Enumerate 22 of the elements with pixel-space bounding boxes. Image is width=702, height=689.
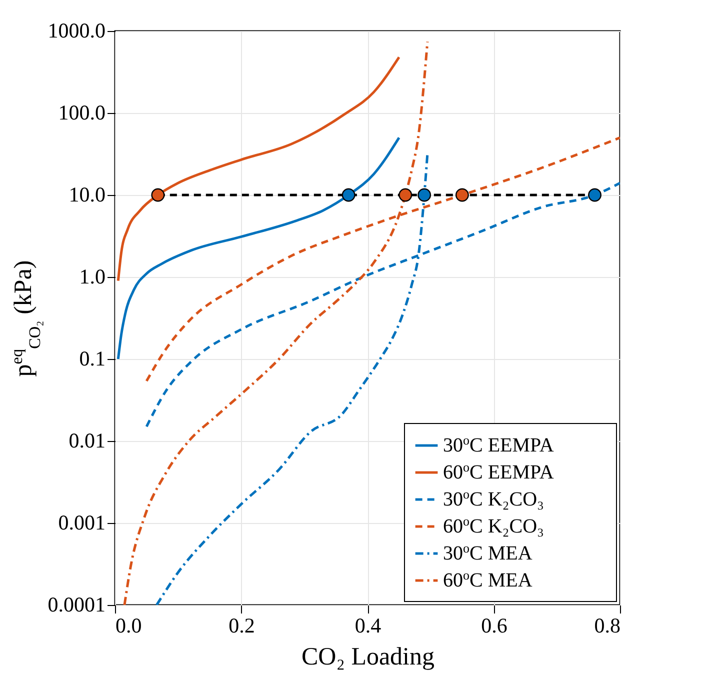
x-tick-label: 0.2	[228, 614, 255, 638]
y-tick-label: 1000.0	[48, 18, 106, 42]
y-tick-label: 0.001	[58, 510, 106, 534]
line-series	[116, 136, 400, 360]
x-tick-label: 0.6	[481, 614, 508, 638]
y-tick-label: 100.0	[58, 100, 106, 124]
y-tick-label: 0.1	[79, 346, 106, 370]
legend-label: 30$^{o}$C MEA	[443, 540, 533, 564]
legend-label: 60$^{o}$C K₂CO₃	[443, 513, 544, 538]
x-axis-title: CO₂ Loading	[301, 644, 435, 670]
y-tick-label: 0.01	[68, 428, 106, 452]
line-series	[116, 56, 400, 282]
x-tick-label: 0.8	[594, 614, 620, 638]
legend-label: 30$^{o}$C K₂CO₃	[443, 486, 544, 510]
y-tick-label: 10.0	[68, 182, 106, 206]
y-tick-label: 0.0001	[48, 592, 106, 616]
legend-label: 60$^{o}$C MEA	[443, 567, 533, 592]
legend-label: 60$^{o}$C EEMPA	[443, 459, 554, 484]
legend-label: 30$^{o}$C EEMPA	[443, 432, 554, 456]
x-tick-label: 0.0	[116, 614, 142, 638]
x-tick-label: 0.4	[354, 614, 382, 638]
y-tick-label: 1.0	[79, 264, 106, 288]
